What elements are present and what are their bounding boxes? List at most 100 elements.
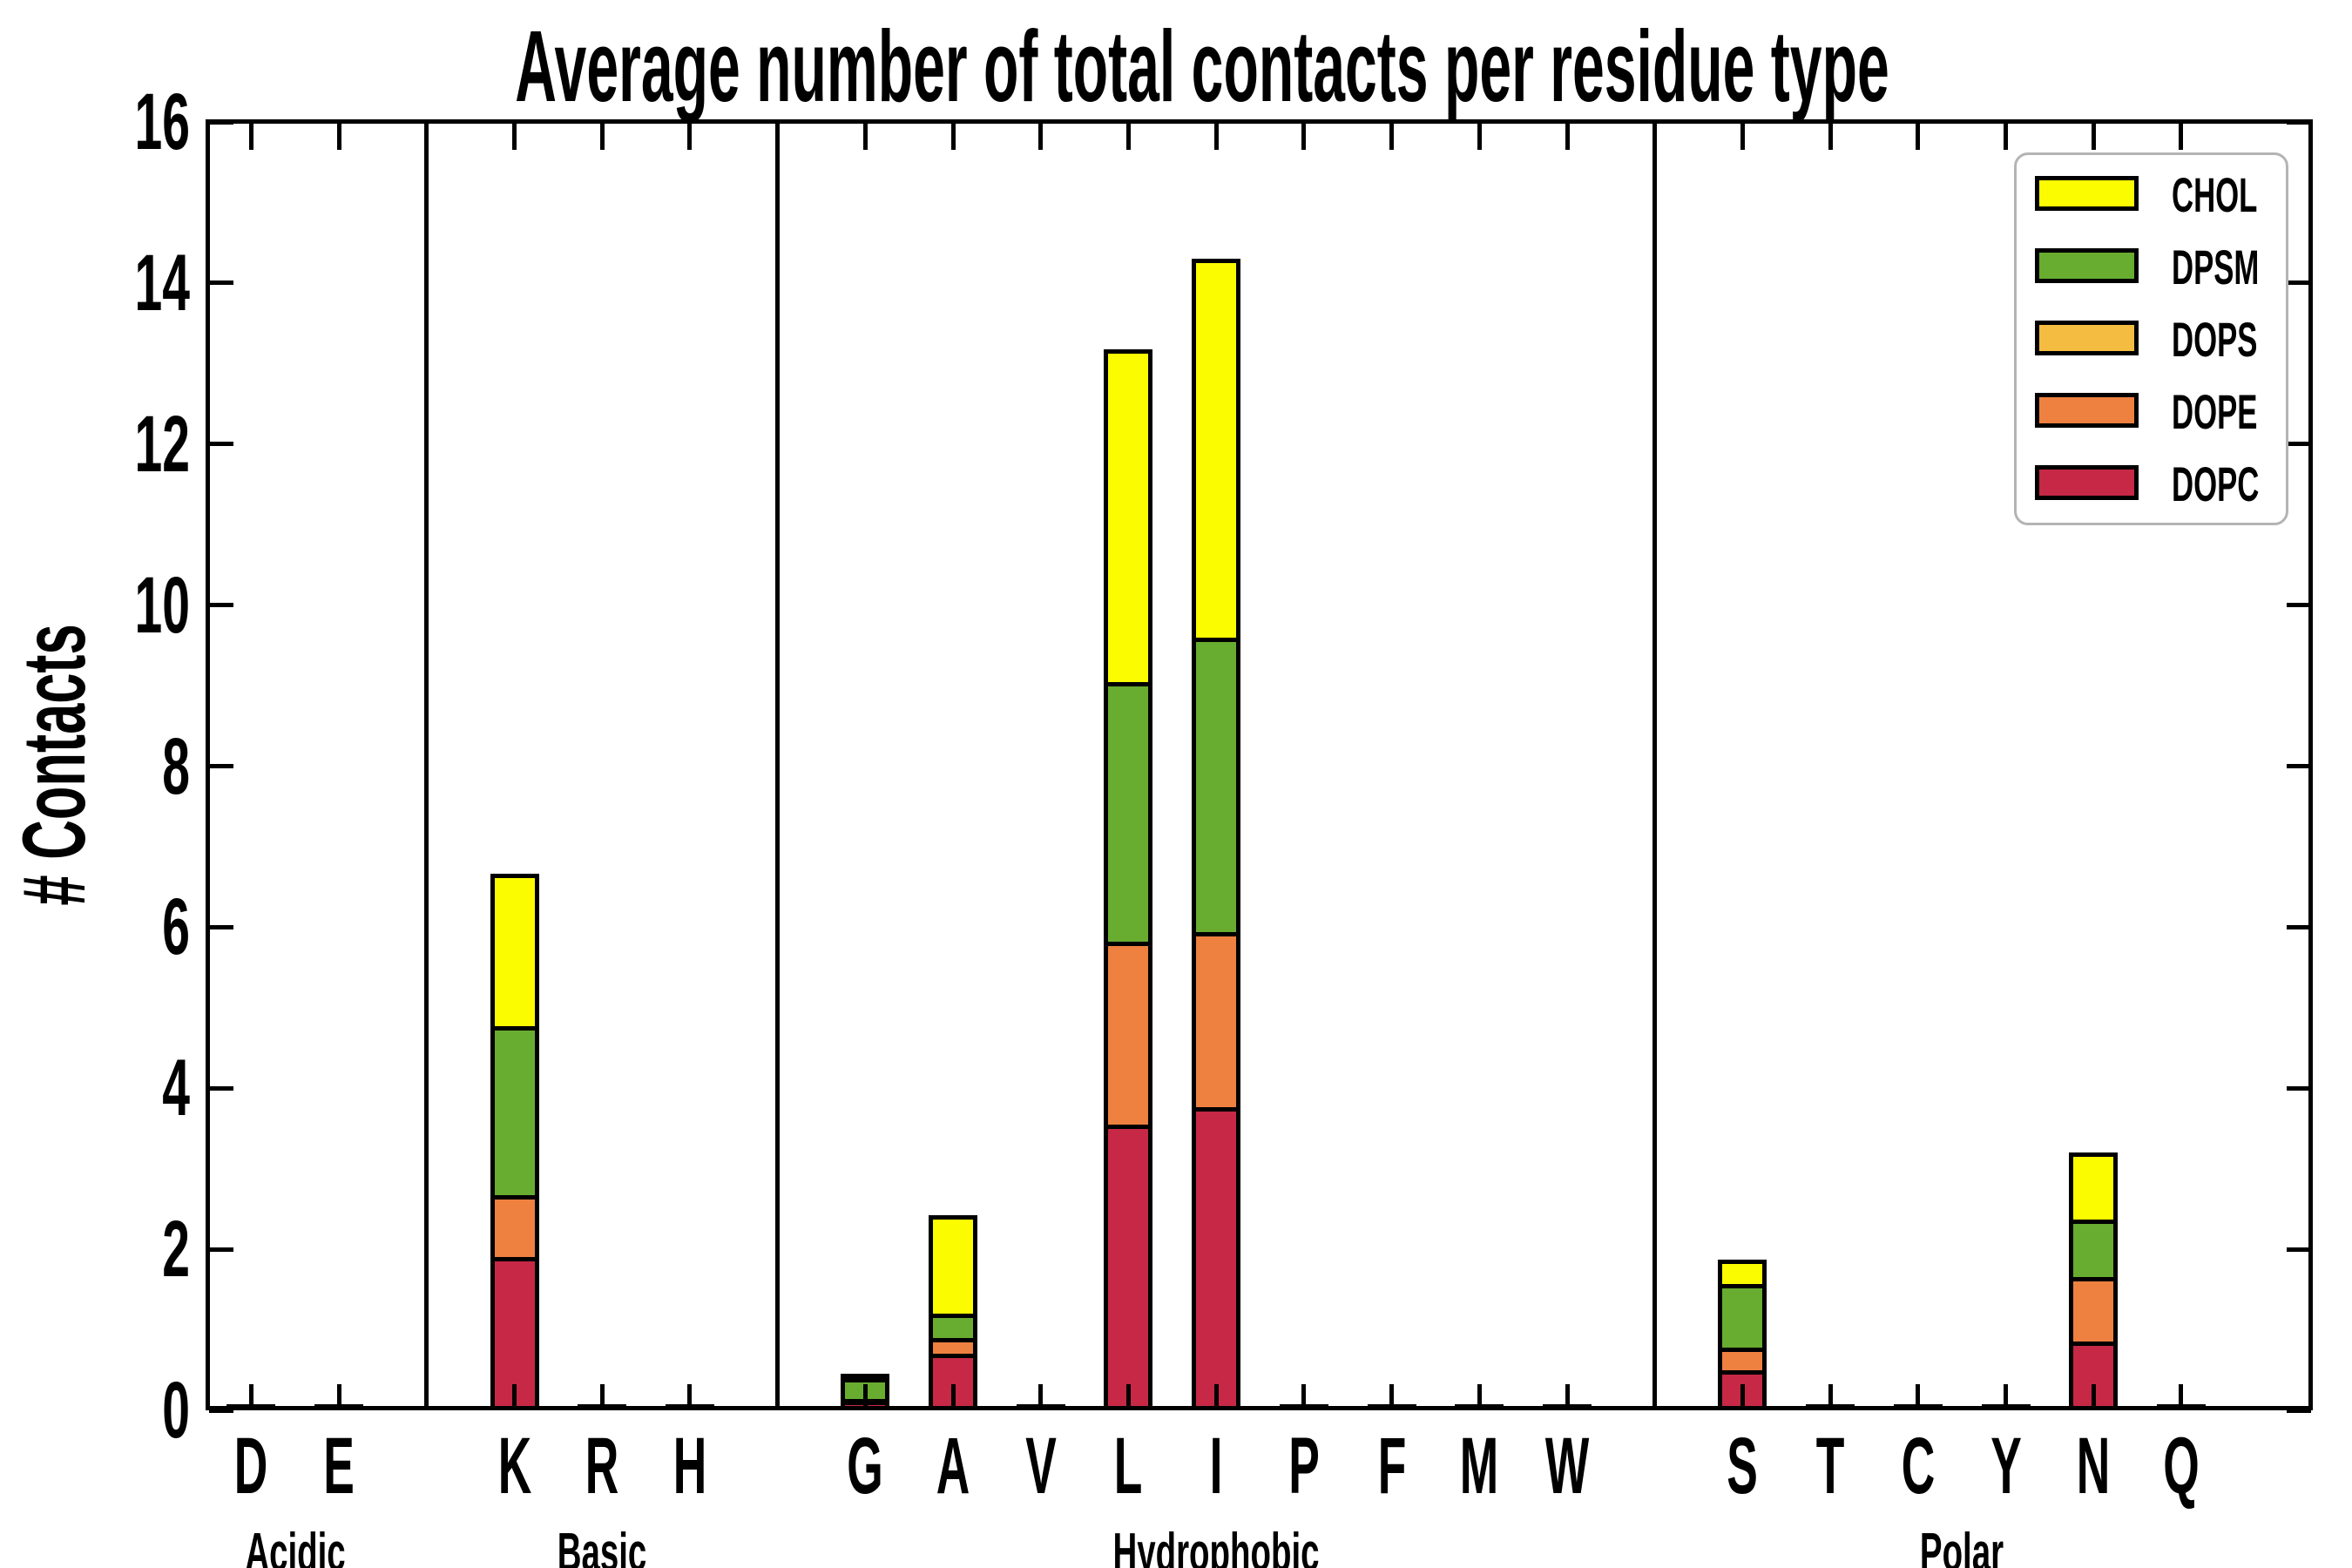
x-tick-top-I: [1213, 124, 1219, 150]
legend-label-DOPC: DOPC: [2172, 456, 2260, 511]
y-tick-left-0: [209, 1408, 233, 1413]
x-tick-bottom-Q: [2179, 1384, 2184, 1410]
bar-N-segment-DOPC: [2069, 1342, 2119, 1410]
legend-swatch-DOPC: [2035, 465, 2139, 500]
x-tick-bottom-M: [1477, 1384, 1482, 1410]
x-tick-top-E: [336, 124, 341, 150]
y-tick-right-16: [2287, 119, 2311, 125]
group-label-polar: Polar: [1920, 1523, 2004, 1568]
bar-N-segment-DOPE: [2069, 1276, 2119, 1342]
y-tick-right-10: [2287, 603, 2311, 608]
bar-K-segment-DOPE: [490, 1195, 539, 1258]
bar-A-segment-DOPC: [929, 1354, 977, 1410]
x-tick-bottom-Y: [2004, 1384, 2008, 1410]
legend-label-DOPS: DOPS: [2172, 312, 2258, 367]
x-tick-bottom-D: [248, 1384, 253, 1410]
x-tick-bottom-T: [1828, 1384, 1833, 1410]
bar-G-segment-CHOL: [841, 1374, 890, 1378]
bar-A-segment-DPSM: [929, 1314, 977, 1338]
legend-swatch-DOPE: [2035, 393, 2139, 428]
bar-I-segment-DPSM: [1192, 637, 1241, 932]
x-tick-label-M: M: [1460, 1422, 1499, 1511]
x-tick-top-W: [1565, 124, 1570, 150]
x-tick-bottom-F: [1389, 1384, 1395, 1410]
x-tick-label-V: V: [1024, 1422, 1057, 1511]
y-tick-left-4: [209, 1085, 233, 1091]
bar-A-segment-DOPE: [929, 1337, 977, 1355]
bar-K-segment-DPSM: [490, 1026, 539, 1196]
x-tick-top-F: [1389, 124, 1395, 150]
x-tick-bottom-K: [512, 1384, 517, 1410]
bar-A-segment-CHOL: [929, 1215, 977, 1315]
x-tick-label-G: G: [847, 1422, 884, 1511]
x-tick-label-Q: Q: [2163, 1422, 2200, 1511]
bar-S-segment-DPSM: [1718, 1283, 1767, 1348]
y-tick-right-8: [2287, 764, 2311, 768]
x-tick-label-K: K: [497, 1422, 531, 1511]
x-tick-label-W: W: [1544, 1422, 1590, 1511]
x-tick-label-C: C: [1901, 1422, 1936, 1511]
x-tick-bottom-I: [1213, 1384, 1219, 1410]
y-tick-label-10: 10: [134, 560, 190, 650]
x-tick-top-Y: [2004, 124, 2008, 150]
bar-L-segment-DPSM: [1104, 682, 1153, 942]
x-tick-top-T: [1828, 124, 1833, 150]
x-tick-top-Q: [2179, 124, 2184, 150]
chart-title: Average number of total contacts per res…: [515, 10, 1889, 123]
y-tick-label-2: 2: [162, 1205, 190, 1294]
x-tick-bottom-N: [2091, 1384, 2096, 1410]
x-tick-label-S: S: [1727, 1422, 1759, 1511]
y-tick-label-12: 12: [134, 399, 190, 489]
legend-swatch-DOPS: [2035, 321, 2139, 355]
group-separator-line: [1652, 122, 1658, 1410]
bar-N-segment-CHOL: [2069, 1152, 2119, 1220]
bar-I-segment-DOPE: [1192, 931, 1241, 1107]
x-tick-bottom-P: [1301, 1384, 1307, 1410]
x-tick-top-A: [950, 124, 956, 150]
y-tick-left-16: [209, 119, 233, 125]
y-tick-right-6: [2287, 924, 2311, 929]
x-tick-top-V: [1038, 124, 1044, 150]
x-tick-label-I: I: [1209, 1422, 1223, 1511]
y-tick-left-2: [209, 1247, 233, 1252]
x-tick-label-A: A: [936, 1422, 970, 1511]
x-tick-label-T: T: [1815, 1422, 1845, 1511]
y-tick-right-2: [2287, 1247, 2311, 1252]
x-tick-top-R: [599, 124, 605, 150]
x-tick-bottom-W: [1565, 1384, 1570, 1410]
x-tick-top-K: [512, 124, 517, 150]
x-tick-top-C: [1916, 124, 1921, 150]
x-tick-label-N: N: [2076, 1422, 2111, 1511]
y-tick-left-8: [209, 764, 233, 768]
y-tick-label-16: 16: [134, 78, 190, 166]
legend-label-DOPE: DOPE: [2172, 384, 2258, 439]
x-tick-label-R: R: [585, 1422, 619, 1511]
x-tick-label-Y: Y: [1990, 1422, 2022, 1511]
x-tick-top-S: [1740, 124, 1745, 150]
x-tick-bottom-E: [336, 1384, 341, 1410]
y-tick-label-8: 8: [162, 721, 190, 811]
legend-label-DPSM: DPSM: [2172, 240, 2260, 294]
bar-N-segment-DPSM: [2069, 1220, 2119, 1277]
x-tick-label-L: L: [1114, 1422, 1143, 1511]
bar-L-segment-DOPE: [1104, 942, 1153, 1125]
legend-label-CHOL: CHOL: [2172, 167, 2258, 222]
x-tick-top-M: [1477, 124, 1482, 150]
bar-I-segment-CHOL: [1192, 259, 1241, 638]
bar-K-segment-CHOL: [490, 873, 539, 1027]
y-tick-left-12: [209, 442, 233, 447]
y-tick-label-14: 14: [134, 238, 190, 328]
x-tick-bottom-G: [862, 1384, 868, 1410]
bar-L-segment-CHOL: [1104, 348, 1153, 683]
x-tick-bottom-A: [950, 1384, 956, 1410]
x-tick-top-D: [248, 124, 253, 150]
group-separator-line: [775, 122, 781, 1410]
group-label-hydrophobic: Hydrophobic: [1112, 1523, 1320, 1568]
y-tick-label-4: 4: [162, 1044, 190, 1133]
x-tick-top-N: [2091, 124, 2096, 150]
bar-S-segment-DOPE: [1718, 1347, 1767, 1370]
x-tick-label-F: F: [1377, 1422, 1406, 1511]
x-tick-bottom-V: [1038, 1384, 1044, 1410]
x-tick-label-P: P: [1288, 1422, 1320, 1511]
x-tick-bottom-R: [599, 1384, 605, 1410]
